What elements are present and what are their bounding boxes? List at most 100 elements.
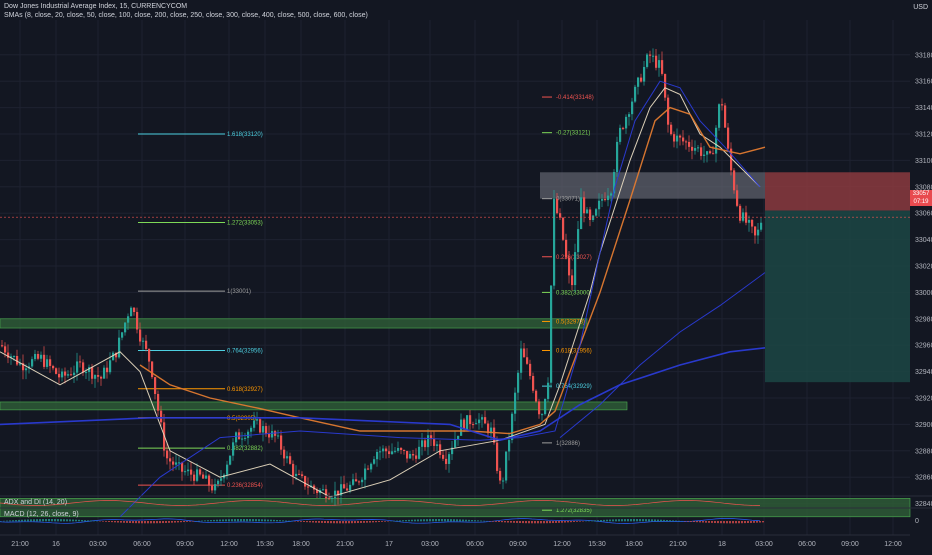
candle-body [610,193,612,195]
candle-body [568,258,570,276]
sma-orange-line [140,108,765,434]
macd-histogram-bar [567,521,569,522]
macd-histogram-bar [540,521,542,523]
candle-body [724,105,726,127]
time-tick-label: 21:00 [669,541,687,548]
macd-histogram-bar [57,519,59,521]
time-tick-label: 21:00 [336,541,354,548]
time-tick-label: 18:00 [625,541,643,548]
candle-body [640,78,642,82]
macd-histogram-bar [342,521,344,523]
macd-histogram-bar [138,521,140,523]
macd-histogram-bar [648,519,650,521]
time-tick-label: 03:00 [421,541,439,548]
candle-body [571,275,573,285]
macd-histogram-bar [282,520,284,521]
candle-body [631,102,633,115]
candle-body [277,435,279,436]
candle-body [259,419,261,432]
macd-histogram-bar [171,521,173,523]
macd-histogram-bar [732,521,734,523]
candle-body [370,464,372,470]
macd-histogram-bar [258,519,260,521]
candle-body [550,286,552,383]
macd-histogram-bar [36,519,38,521]
macd-histogram-bar [603,520,605,521]
price-tick-label: 32920 [915,396,932,403]
fib-label: 0.5(32905) [227,416,256,422]
macd-histogram-bar [249,519,251,521]
candle-body [442,455,444,459]
macd-histogram-bar [414,520,416,522]
macd-histogram-bar [144,521,146,523]
candle-body [106,368,108,373]
price-tick-label: 32980 [915,316,932,323]
macd-histogram-bar [315,521,317,523]
candle-body [580,197,582,229]
candle-body [70,374,72,375]
macd-histogram-bar [702,521,704,523]
candle-body [61,372,63,378]
candle-body [190,470,192,475]
candle-body [292,464,294,476]
macd-histogram-bar [27,519,29,521]
macd-histogram-bar [273,520,275,521]
macd-histogram-bar [528,521,530,523]
candle-body [391,451,393,454]
macd-histogram-bar [333,521,335,523]
candle-body [205,476,207,479]
candle-body [37,354,39,359]
time-tick-label: 15:30 [256,541,274,548]
macd-histogram-bar [735,521,737,523]
candle-body [415,455,417,458]
candle-body [469,415,471,424]
candle-body [94,375,96,379]
macd-histogram-bar [591,521,593,522]
macd-histogram-bar [444,519,446,521]
candle-body [325,489,327,498]
macd-histogram-bar [180,521,182,522]
price-tick-label: 32940 [915,369,932,376]
candle-body [454,439,456,448]
macd-histogram-bar [156,521,158,523]
macd-histogram-bar [75,520,77,522]
macd-histogram-bar [615,519,617,521]
candle-body [754,227,756,236]
macd-histogram-bar [309,521,311,522]
candle-body [46,359,48,367]
fib-label: 1.272(33053) [227,220,263,226]
macd-legend: MACD (12, 26, close, 9) [4,511,79,518]
time-tick-label: 15:30 [588,541,606,548]
time-tick-label: 09:00 [841,541,859,548]
macd-histogram-bar [126,521,128,523]
candle-body [328,498,330,499]
fib-label: 0.236(33027) [556,255,592,261]
candle-body [307,487,309,488]
macd-histogram-bar [621,519,623,521]
candle-body [622,128,624,129]
fib-label: 0.618(32956) [556,348,592,354]
candle-body [181,462,183,471]
candle-body [148,349,150,362]
macd-histogram-bar [606,520,608,522]
macd-histogram-bar [378,521,380,522]
short-target-zone [765,211,910,383]
macd-histogram-bar [423,519,425,521]
candle-body [286,456,288,458]
fib-label: 0.618(32927) [227,387,263,393]
macd-histogram-bar [618,519,620,521]
candle-body [475,423,477,424]
macd-histogram-bar [210,520,212,521]
macd-histogram-bar [12,520,14,521]
macd-histogram-bar [117,521,119,522]
candle-body [673,134,675,141]
macd-histogram-bar [105,521,107,522]
candle-body [40,355,42,359]
macd-histogram-bar [558,521,560,523]
candle-body [424,440,426,447]
sma-blue-slow [0,348,765,440]
macd-histogram-bar [132,521,134,523]
gray-zone [540,172,765,198]
